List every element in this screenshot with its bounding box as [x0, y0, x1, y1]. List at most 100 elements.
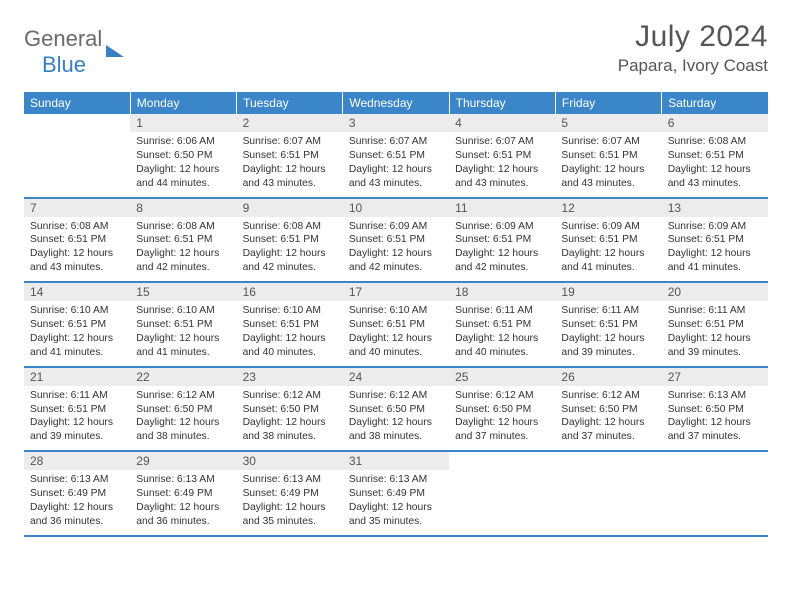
calendar-week-row: 1Sunrise: 6:06 AMSunset: 6:50 PMDaylight… — [24, 114, 768, 198]
sunrise-line: Sunrise: 6:13 AM — [243, 473, 337, 487]
empty-cell — [662, 452, 768, 510]
sunset-line: Sunset: 6:49 PM — [349, 487, 443, 501]
day-header-wednesday: Wednesday — [343, 92, 449, 114]
calendar-cell — [555, 451, 661, 536]
day-number: 7 — [24, 199, 130, 217]
calendar-cell: 3Sunrise: 6:07 AMSunset: 6:51 PMDaylight… — [343, 114, 449, 198]
day-detail: Sunrise: 6:12 AMSunset: 6:50 PMDaylight:… — [130, 386, 236, 451]
logo-text-block: General Blue — [24, 26, 102, 78]
day-detail: Sunrise: 6:09 AMSunset: 6:51 PMDaylight:… — [449, 217, 555, 282]
sunset-line: Sunset: 6:51 PM — [136, 318, 230, 332]
daylight-line: Daylight: 12 hours and 42 minutes. — [243, 247, 337, 275]
daylight-line: Daylight: 12 hours and 37 minutes. — [455, 416, 549, 444]
day-header-tuesday: Tuesday — [237, 92, 343, 114]
sunrise-line: Sunrise: 6:10 AM — [30, 304, 124, 318]
day-detail: Sunrise: 6:12 AMSunset: 6:50 PMDaylight:… — [449, 386, 555, 451]
day-detail: Sunrise: 6:12 AMSunset: 6:50 PMDaylight:… — [343, 386, 449, 451]
sunset-line: Sunset: 6:51 PM — [30, 403, 124, 417]
calendar-table: SundayMondayTuesdayWednesdayThursdayFrid… — [24, 92, 768, 537]
sunrise-line: Sunrise: 6:09 AM — [668, 220, 762, 234]
day-detail: Sunrise: 6:08 AMSunset: 6:51 PMDaylight:… — [130, 217, 236, 282]
daylight-line: Daylight: 12 hours and 42 minutes. — [349, 247, 443, 275]
sunrise-line: Sunrise: 6:12 AM — [136, 389, 230, 403]
calendar-week-row: 21Sunrise: 6:11 AMSunset: 6:51 PMDayligh… — [24, 367, 768, 452]
daylight-line: Daylight: 12 hours and 40 minutes. — [243, 332, 337, 360]
daylight-line: Daylight: 12 hours and 41 minutes. — [30, 332, 124, 360]
day-detail: Sunrise: 6:07 AMSunset: 6:51 PMDaylight:… — [555, 132, 661, 197]
calendar-cell: 19Sunrise: 6:11 AMSunset: 6:51 PMDayligh… — [555, 282, 661, 367]
day-number: 23 — [237, 368, 343, 386]
calendar-cell: 23Sunrise: 6:12 AMSunset: 6:50 PMDayligh… — [237, 367, 343, 452]
day-number: 3 — [343, 114, 449, 132]
calendar-week-row: 28Sunrise: 6:13 AMSunset: 6:49 PMDayligh… — [24, 451, 768, 536]
calendar-cell: 12Sunrise: 6:09 AMSunset: 6:51 PMDayligh… — [555, 198, 661, 283]
day-number: 20 — [662, 283, 768, 301]
empty-cell — [555, 452, 661, 510]
sunset-line: Sunset: 6:51 PM — [561, 318, 655, 332]
day-detail: Sunrise: 6:11 AMSunset: 6:51 PMDaylight:… — [555, 301, 661, 366]
sunset-line: Sunset: 6:51 PM — [243, 318, 337, 332]
sunrise-line: Sunrise: 6:12 AM — [243, 389, 337, 403]
daylight-line: Daylight: 12 hours and 43 minutes. — [30, 247, 124, 275]
calendar-cell — [24, 114, 130, 198]
sunset-line: Sunset: 6:49 PM — [30, 487, 124, 501]
day-number: 18 — [449, 283, 555, 301]
sunrise-line: Sunrise: 6:07 AM — [455, 135, 549, 149]
daylight-line: Daylight: 12 hours and 39 minutes. — [668, 332, 762, 360]
calendar-week-row: 14Sunrise: 6:10 AMSunset: 6:51 PMDayligh… — [24, 282, 768, 367]
daylight-line: Daylight: 12 hours and 44 minutes. — [136, 163, 230, 191]
sunset-line: Sunset: 6:51 PM — [30, 233, 124, 247]
day-header-saturday: Saturday — [662, 92, 768, 114]
daylight-line: Daylight: 12 hours and 39 minutes. — [30, 416, 124, 444]
day-number: 30 — [237, 452, 343, 470]
calendar-cell: 13Sunrise: 6:09 AMSunset: 6:51 PMDayligh… — [662, 198, 768, 283]
sunset-line: Sunset: 6:51 PM — [561, 149, 655, 163]
sunrise-line: Sunrise: 6:13 AM — [30, 473, 124, 487]
daylight-line: Daylight: 12 hours and 41 minutes. — [136, 332, 230, 360]
day-number: 9 — [237, 199, 343, 217]
calendar-cell: 6Sunrise: 6:08 AMSunset: 6:51 PMDaylight… — [662, 114, 768, 198]
calendar-week-row: 7Sunrise: 6:08 AMSunset: 6:51 PMDaylight… — [24, 198, 768, 283]
day-detail: Sunrise: 6:07 AMSunset: 6:51 PMDaylight:… — [237, 132, 343, 197]
calendar-cell: 8Sunrise: 6:08 AMSunset: 6:51 PMDaylight… — [130, 198, 236, 283]
day-detail: Sunrise: 6:13 AMSunset: 6:49 PMDaylight:… — [130, 470, 236, 535]
day-number: 1 — [130, 114, 236, 132]
sunset-line: Sunset: 6:50 PM — [561, 403, 655, 417]
sunrise-line: Sunrise: 6:11 AM — [668, 304, 762, 318]
day-number: 13 — [662, 199, 768, 217]
day-detail: Sunrise: 6:07 AMSunset: 6:51 PMDaylight:… — [449, 132, 555, 197]
logo-line1: General — [24, 26, 102, 52]
calendar-cell: 16Sunrise: 6:10 AMSunset: 6:51 PMDayligh… — [237, 282, 343, 367]
sunrise-line: Sunrise: 6:13 AM — [136, 473, 230, 487]
sunrise-line: Sunrise: 6:13 AM — [668, 389, 762, 403]
daylight-line: Daylight: 12 hours and 38 minutes. — [243, 416, 337, 444]
day-number: 4 — [449, 114, 555, 132]
daylight-line: Daylight: 12 hours and 37 minutes. — [668, 416, 762, 444]
daylight-line: Daylight: 12 hours and 43 minutes. — [668, 163, 762, 191]
day-detail: Sunrise: 6:10 AMSunset: 6:51 PMDaylight:… — [237, 301, 343, 366]
daylight-line: Daylight: 12 hours and 40 minutes. — [349, 332, 443, 360]
empty-cell — [24, 114, 130, 172]
calendar-cell: 24Sunrise: 6:12 AMSunset: 6:50 PMDayligh… — [343, 367, 449, 452]
day-number: 29 — [130, 452, 236, 470]
sunrise-line: Sunrise: 6:08 AM — [243, 220, 337, 234]
daylight-line: Daylight: 12 hours and 38 minutes. — [349, 416, 443, 444]
day-detail: Sunrise: 6:12 AMSunset: 6:50 PMDaylight:… — [237, 386, 343, 451]
calendar-cell: 7Sunrise: 6:08 AMSunset: 6:51 PMDaylight… — [24, 198, 130, 283]
sunrise-line: Sunrise: 6:07 AM — [561, 135, 655, 149]
sunset-line: Sunset: 6:51 PM — [30, 318, 124, 332]
day-detail: Sunrise: 6:10 AMSunset: 6:51 PMDaylight:… — [343, 301, 449, 366]
day-number: 6 — [662, 114, 768, 132]
day-detail: Sunrise: 6:13 AMSunset: 6:49 PMDaylight:… — [343, 470, 449, 535]
calendar-cell: 21Sunrise: 6:11 AMSunset: 6:51 PMDayligh… — [24, 367, 130, 452]
logo-line2: Blue — [42, 52, 102, 78]
calendar-cell: 28Sunrise: 6:13 AMSunset: 6:49 PMDayligh… — [24, 451, 130, 536]
sunset-line: Sunset: 6:50 PM — [136, 149, 230, 163]
calendar-cell: 18Sunrise: 6:11 AMSunset: 6:51 PMDayligh… — [449, 282, 555, 367]
calendar-cell: 2Sunrise: 6:07 AMSunset: 6:51 PMDaylight… — [237, 114, 343, 198]
sunrise-line: Sunrise: 6:07 AM — [349, 135, 443, 149]
sunrise-line: Sunrise: 6:13 AM — [349, 473, 443, 487]
calendar-cell: 9Sunrise: 6:08 AMSunset: 6:51 PMDaylight… — [237, 198, 343, 283]
day-detail: Sunrise: 6:10 AMSunset: 6:51 PMDaylight:… — [130, 301, 236, 366]
sunrise-line: Sunrise: 6:08 AM — [136, 220, 230, 234]
